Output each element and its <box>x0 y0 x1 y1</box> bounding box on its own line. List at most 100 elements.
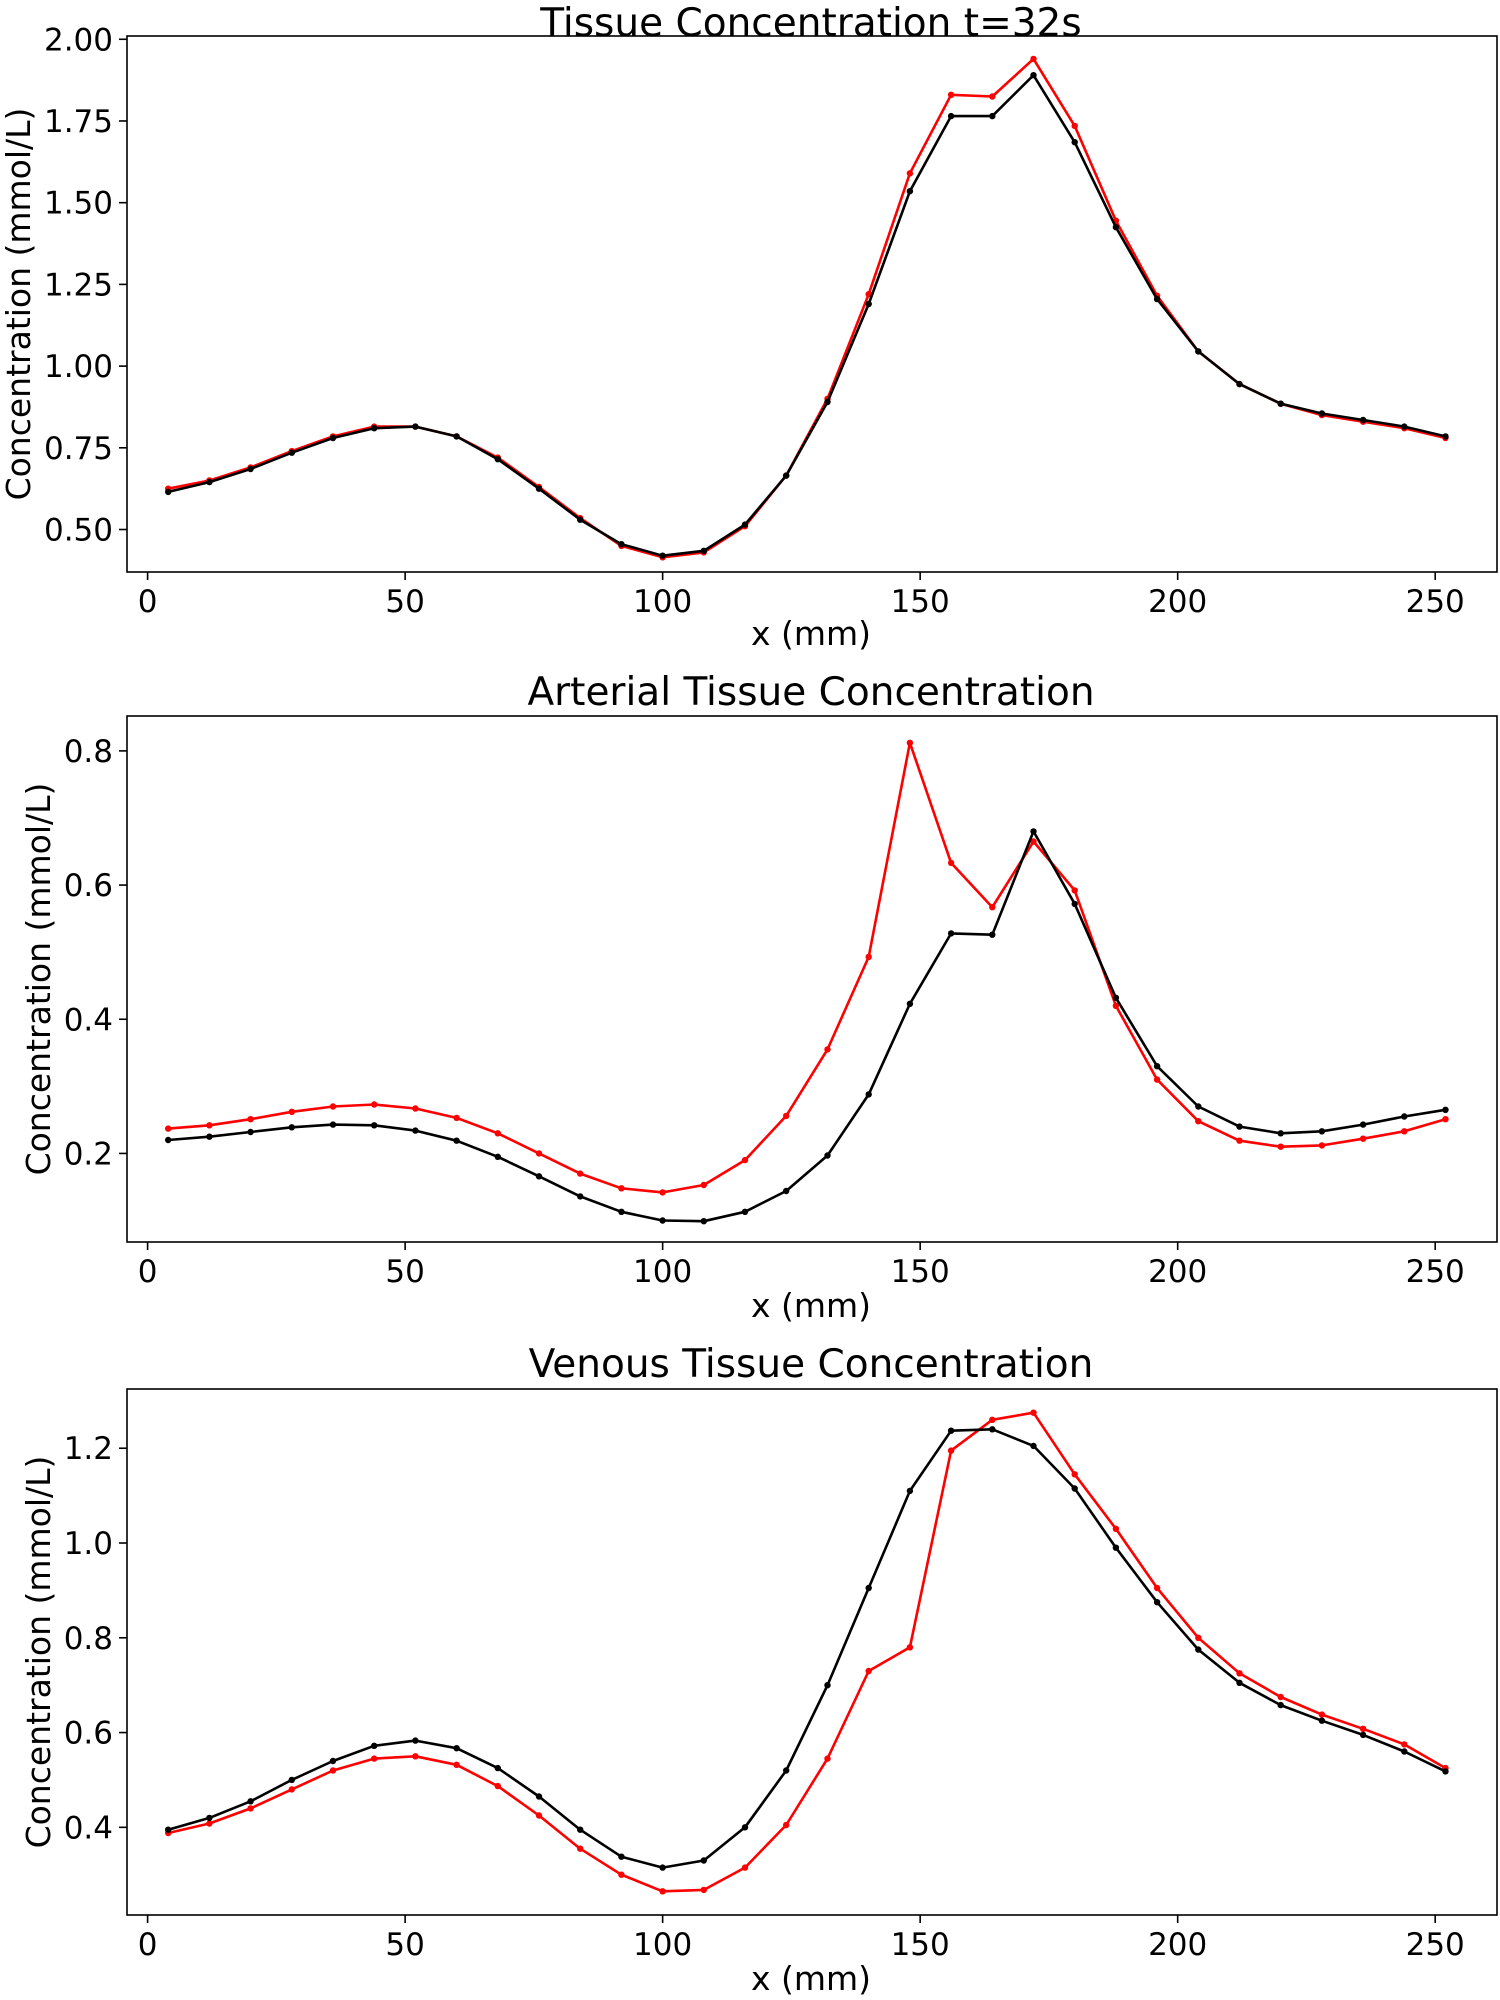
chart-3-series-1-point <box>412 1753 419 1760</box>
chart-3-series-1-point <box>1401 1741 1408 1748</box>
chart-2-series-1-point <box>906 739 914 746</box>
chart-3-series-1-point <box>288 1786 295 1793</box>
chart-1-series <box>165 55 1449 561</box>
chart-2-x-tick-label: 100 <box>633 1254 692 1290</box>
chart-2-series-2-point <box>1401 1113 1408 1120</box>
chart-1-series-1-point <box>947 91 955 99</box>
chart-3-series-1-point <box>783 1821 790 1829</box>
chart-3-series-1-point <box>824 1755 831 1762</box>
chart-3-series-1-point <box>1359 1725 1367 1733</box>
chart-1-x-tick-label: 150 <box>891 584 950 620</box>
chart-3-series-2-point <box>1401 1748 1408 1755</box>
chart-1-series-2-point <box>1153 295 1161 303</box>
chart-3-series-2-point <box>906 1487 914 1495</box>
chart-2-series-1-point <box>1030 838 1037 845</box>
chart-3-series-1-point <box>1071 1471 1078 1478</box>
chart-2-x-tick-label: 0 <box>138 1254 158 1290</box>
chart-1-series-2-point <box>453 433 460 440</box>
chart-2-series-1-point <box>1359 1135 1367 1142</box>
chart-1-plot-area <box>126 35 1498 573</box>
chart-panel-3: Venous Tissue Concentration 0 50 100 150 200… <box>19 1342 1498 1998</box>
chart-2-series-1-point <box>288 1108 295 1116</box>
chart-2-series-1-point <box>247 1116 254 1123</box>
chart-2-series-2-point <box>700 1218 707 1225</box>
chart-3-series-1-point <box>1318 1711 1326 1718</box>
chart-3-series-2-point <box>1195 1646 1202 1653</box>
chart-2-series-2-point <box>1318 1128 1326 1135</box>
chart-2-series-2-point <box>1030 828 1037 835</box>
chart-1-series-2-point <box>206 478 213 486</box>
chart-3-x-ticks: 0 50 100 150 200 250 <box>138 1915 1465 1963</box>
chart-3-x-tick-label: 0 <box>138 1927 158 1963</box>
chart-2-series-2-point <box>247 1128 254 1136</box>
chart-2-series-2-point <box>1071 900 1078 908</box>
chart-2-series-1-point <box>989 904 996 911</box>
chart-1-series-2-point <box>1236 380 1243 388</box>
chart-2-series-2-point <box>288 1124 295 1131</box>
chart-1-y-tick-label: 1.00 <box>44 349 113 385</box>
chart-1-series-2-point <box>1195 348 1202 355</box>
chart-1-series-2-point <box>659 552 666 559</box>
chart-2-x-tick-label: 150 <box>891 1254 950 1290</box>
chart-3-series-1-point <box>1195 1634 1202 1642</box>
chart-3-y-axis-label: Concentration (mmol/L) <box>19 1456 58 1849</box>
chart-1-y-tick-label: 1.25 <box>44 267 113 303</box>
chart-1-y-tick-label: 0.75 <box>44 431 113 467</box>
chart-2-series-1-point <box>329 1103 337 1110</box>
chart-3-series-2-point <box>494 1764 501 1772</box>
chart-3-series-2-point <box>206 1814 213 1822</box>
chart-3-x-tick-label: 200 <box>1148 1927 1207 1963</box>
chart-1-series-2-point <box>741 521 749 528</box>
chart-3-series-2-point <box>947 1427 955 1434</box>
chart-2-series-1-point <box>412 1105 419 1112</box>
chart-1-y-tick-label: 1.50 <box>44 186 113 222</box>
chart-3-series-1-point <box>618 1871 625 1878</box>
chart-3-series-1-point <box>865 1667 872 1675</box>
chart-2-series-2-point <box>989 931 996 938</box>
chart-3-series-1-point <box>453 1761 460 1769</box>
chart-3-series-2-point <box>1153 1599 1161 1606</box>
chart-2-series-2-point <box>371 1122 378 1129</box>
chart-2-series-1-point <box>577 1170 584 1177</box>
chart-3-series-2-point <box>453 1745 460 1752</box>
chart-2-series-2-point <box>1359 1121 1367 1128</box>
chart-1-x-tick-label: 100 <box>633 584 692 620</box>
chart-1-series-2-point <box>824 398 831 406</box>
chart-3-series-1-point <box>494 1782 501 1790</box>
chart-1-series-2-point <box>1030 72 1037 79</box>
chart-3-series-2-point <box>1359 1731 1367 1739</box>
chart-2-series-2-point <box>1442 1106 1449 1114</box>
chart-2-x-tick-label: 250 <box>1406 1254 1465 1290</box>
chart-3-series-2-point <box>1030 1442 1037 1450</box>
chart-1-series-2-point <box>412 423 419 430</box>
chart-1-series-2-point <box>288 449 295 456</box>
chart-2-x-tick-label: 200 <box>1148 1254 1207 1290</box>
chart-1-series-1-point <box>1071 122 1078 130</box>
chart-3-title: Venous Tissue Concentration <box>529 1342 1094 1387</box>
chart-1-x-tick-label: 50 <box>385 584 424 620</box>
chart-2-y-ticks: 0.2 0.4 0.6 0.8 <box>64 734 127 1172</box>
chart-2-series-2-point <box>1277 1130 1284 1137</box>
chart-1-series-2-point <box>577 516 584 523</box>
chart-2-series-1-point <box>947 859 955 867</box>
chart-2-series-1-point <box>1236 1137 1243 1144</box>
chart-1-x-tick-label: 200 <box>1148 584 1207 620</box>
chart-2-y-tick-label: 0.8 <box>64 734 113 770</box>
chart-3-series-2-point <box>1071 1485 1078 1492</box>
chart-3-series-1-point <box>329 1767 337 1774</box>
chart-2-series-1-point <box>1442 1116 1449 1123</box>
chart-2-x-axis-label: x (mm) <box>751 1286 871 1325</box>
chart-2-series-2-point <box>412 1127 419 1134</box>
chart-2-series-1-point <box>1401 1128 1408 1135</box>
chart-3-series-2-point <box>329 1757 337 1765</box>
chart-1-series-1-line <box>167 57 1446 559</box>
chart-1-series-1-point <box>989 93 996 100</box>
chart-3-series-2-point <box>783 1767 790 1774</box>
chart-1-series-2-point <box>494 456 501 463</box>
chart-1-y-tick-label: 2.00 <box>44 22 113 58</box>
chart-2-y-tick-label: 0.4 <box>64 1002 113 1038</box>
chart-3-series-1-point <box>741 1864 749 1871</box>
chart-3-series-1-point <box>700 1886 707 1894</box>
chart-1-series-2-point <box>535 485 543 492</box>
chart-3-series-1-point <box>535 1812 543 1819</box>
